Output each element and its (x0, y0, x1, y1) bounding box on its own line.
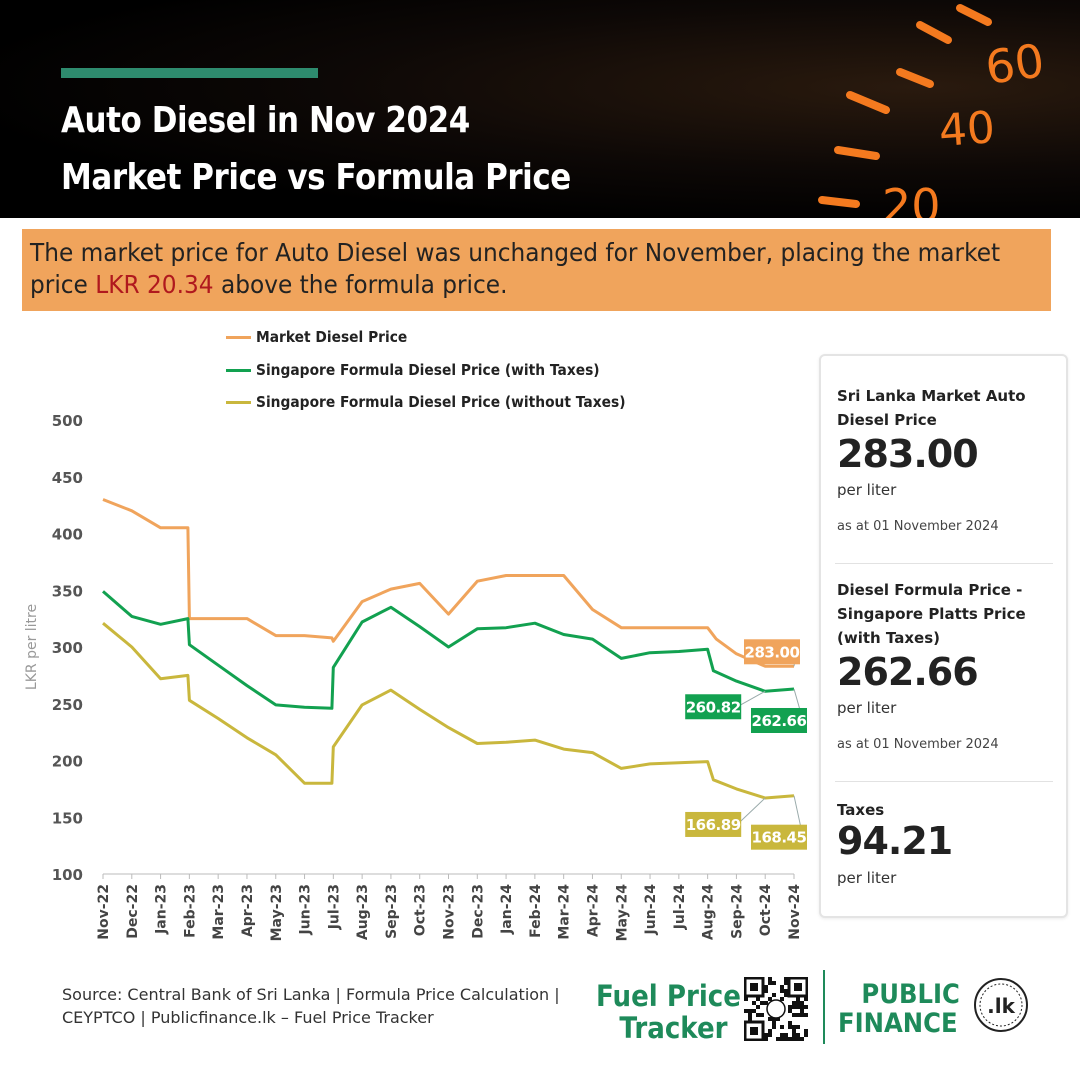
x-tick-label: Jul-24 (672, 884, 688, 931)
line-chart: 100 150 200 250 300 350 400 450 500 LKR per litre… (24, 412, 807, 942)
y-tick-label: 150 (52, 809, 83, 827)
title-line-1: Auto Diesel in Nov 2024 (61, 100, 470, 141)
legend-item-market: Market Diesel Price (226, 328, 420, 346)
x-tick-label: Nov-24 (787, 884, 803, 940)
legend-swatch-market (226, 335, 251, 339)
summary-highlight: LKR 20.34 (95, 270, 214, 299)
data-label: 283.00 (745, 643, 800, 661)
stat-formula-asat: as at 01 November 2024 (837, 737, 999, 752)
x-tick-label: Feb-24 (528, 884, 544, 938)
data-label-badge (751, 824, 807, 850)
card-divider (835, 781, 1053, 782)
x-tick-label: Feb-23 (182, 884, 198, 938)
data-label-badge (751, 707, 807, 733)
x-tick-label: Oct-24 (758, 884, 774, 936)
data-label: 262.66 (752, 712, 807, 730)
x-tick-label: Dec-23 (470, 884, 486, 939)
data-label-badge (685, 694, 742, 720)
x-tick-label: Oct-23 (413, 884, 429, 936)
fuel-price-tracker-line1: Fuel Price (596, 979, 741, 1013)
stat-formula-value: 262.66 (837, 650, 979, 694)
x-tick-label: Nov-23 (442, 884, 458, 940)
stat-market-label: Sri Lanka Market Auto Diesel Price (837, 387, 1026, 429)
summary-text-after: above the formula price. (213, 270, 508, 299)
legend-label-without-taxes: Singapore Formula Diesel Price (without … (256, 393, 626, 411)
public-finance-line2: FINANCE (838, 1008, 958, 1039)
stat-taxes-label: Taxes (837, 801, 885, 819)
source-note: Source: Central Bank of Sri Lanka | Form… (62, 985, 560, 1027)
x-tick-label: Dec-22 (125, 884, 141, 939)
card-divider (835, 563, 1053, 564)
fuel-price-tracker-line2: Tracker (619, 1011, 728, 1045)
stat-formula-unit: per liter (837, 699, 897, 717)
y-tick-label: 250 (52, 696, 83, 714)
stat-formula-label: Diesel Formula Price - Singapore Platts … (837, 581, 1026, 647)
data-label: 260.82 (686, 698, 741, 716)
fuel-price-tracker-logo: Fuel Price Tracker (596, 980, 741, 1044)
y-tick-label: 350 (52, 582, 83, 600)
stat-taxes-unit: per liter (837, 869, 897, 887)
title-line-2: Market Price vs Formula Price (61, 157, 571, 198)
x-tick-label: May-23 (269, 884, 285, 941)
public-finance-line1: PUBLIC (861, 979, 960, 1010)
legend-label-market: Market Diesel Price (256, 328, 408, 346)
y-tick-label: 100 (52, 866, 83, 884)
series-line-1 (102, 498, 794, 668)
lk-seal-text: .lk (987, 994, 1015, 1018)
y-tick-label: 400 (52, 526, 83, 544)
speedometer-graphic: 60 40 20 (818, 4, 1048, 218)
qr-code-icon (744, 977, 808, 1041)
data-label-badge (685, 811, 742, 837)
legend-label-with-taxes: Singapore Formula Diesel Price (with Tax… (256, 361, 600, 379)
x-tick-label: Jan-24 (499, 884, 515, 935)
data-label-leader (736, 690, 766, 708)
y-tick-label: 300 (52, 639, 83, 657)
stat-taxes-value: 94.21 (837, 819, 953, 863)
stat-market-asat: as at 01 November 2024 (837, 519, 999, 534)
x-tick-label: Mar-23 (211, 884, 227, 940)
x-tick-label: Jan-23 (154, 884, 170, 935)
x-tick-label: Mar-24 (557, 884, 573, 940)
stat-market-value: 283.00 (837, 432, 979, 476)
x-tick-label: May-24 (614, 884, 630, 942)
y-tick-label: 200 (52, 753, 83, 771)
x-tick-label: Sep-23 (384, 884, 400, 939)
data-label-badge (744, 639, 800, 665)
legend-item-with-taxes: Singapore Formula Diesel Price (with Tax… (226, 361, 629, 379)
stat-market-unit: per liter (837, 481, 897, 499)
gauge-label-20: 20 (882, 179, 941, 218)
gauge-label-40: 40 (937, 102, 996, 157)
data-label: 168.45 (752, 829, 807, 847)
x-tick-label: Jul-23 (326, 884, 342, 930)
x-tick-label: Apr-24 (585, 884, 601, 937)
y-tick-label: 450 (52, 469, 83, 487)
data-label: 166.89 (686, 816, 741, 834)
summary-text-before: The market price for Auto Diesel was unc… (30, 238, 1001, 299)
series-line-2 (102, 590, 795, 710)
x-tick-label: Aug-23 (355, 884, 371, 940)
public-finance-logo: PUBLIC FINANCE (838, 980, 960, 1038)
y-tick-label: 500 (52, 412, 83, 430)
x-tick-label: Nov-22 (96, 884, 112, 940)
series-line-3 (102, 622, 795, 800)
footer-divider (823, 970, 825, 1044)
x-tick-label: Jun-24 (643, 884, 659, 936)
x-tick-label: Apr-23 (240, 884, 256, 937)
x-tick-label: Aug-24 (701, 884, 717, 940)
header-banner: 60 40 20 Auto Diesel in Nov 2024 Market … (0, 0, 1080, 218)
summary-text: The market price for Auto Diesel was unc… (30, 237, 1053, 301)
x-tick-label: Sep-24 (729, 884, 745, 939)
summary-banner: The market price for Auto Diesel was unc… (22, 229, 1051, 311)
accent-bar (61, 68, 318, 78)
legend-swatch-with-taxes (226, 368, 251, 372)
stats-card: Sri Lanka Market Auto Diesel Price 283.0… (819, 354, 1068, 918)
legend-item-without-taxes: Singapore Formula Diesel Price (without … (226, 393, 658, 411)
legend-swatch-without-taxes (226, 400, 251, 404)
data-label-leader (736, 797, 766, 825)
x-tick-label: Jun-23 (298, 884, 314, 935)
gauge-label-60: 60 (982, 33, 1047, 95)
y-axis-label: LKR per litre (24, 604, 40, 690)
lk-seal-icon: .lk (974, 978, 1028, 1032)
